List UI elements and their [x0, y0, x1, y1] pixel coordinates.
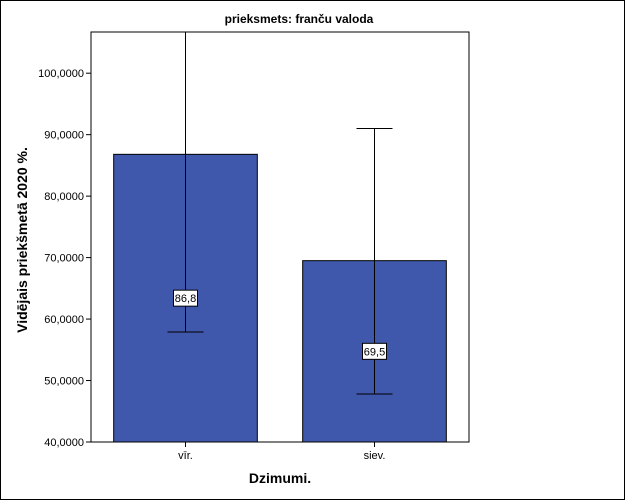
x-tick-label: vīr.: [178, 450, 193, 462]
y-tick-label: 40,0000: [44, 437, 84, 449]
y-axis-label: Vidējais priekšmetā 2020 %.: [14, 147, 30, 333]
y-tick-label: 60,0000: [44, 314, 84, 326]
data-label-box: [173, 289, 198, 307]
y-tick-label: 100,0000: [38, 68, 84, 80]
data-label: 69,5: [364, 346, 385, 358]
y-tick-label: 50,0000: [44, 376, 84, 388]
x-tick-label: siev.: [364, 450, 386, 462]
data-label-box: [362, 342, 387, 360]
y-tick-label: 80,0000: [44, 191, 84, 203]
y-tick-label: 90,0000: [44, 130, 84, 142]
x-axis-label: Dzimumi.: [249, 470, 311, 486]
y-tick-label: 70,0000: [44, 253, 84, 265]
plot-area: [90, 31, 470, 443]
data-label: 86,8: [175, 293, 196, 305]
chart-title: prieksmets: franču valoda: [225, 12, 374, 26]
